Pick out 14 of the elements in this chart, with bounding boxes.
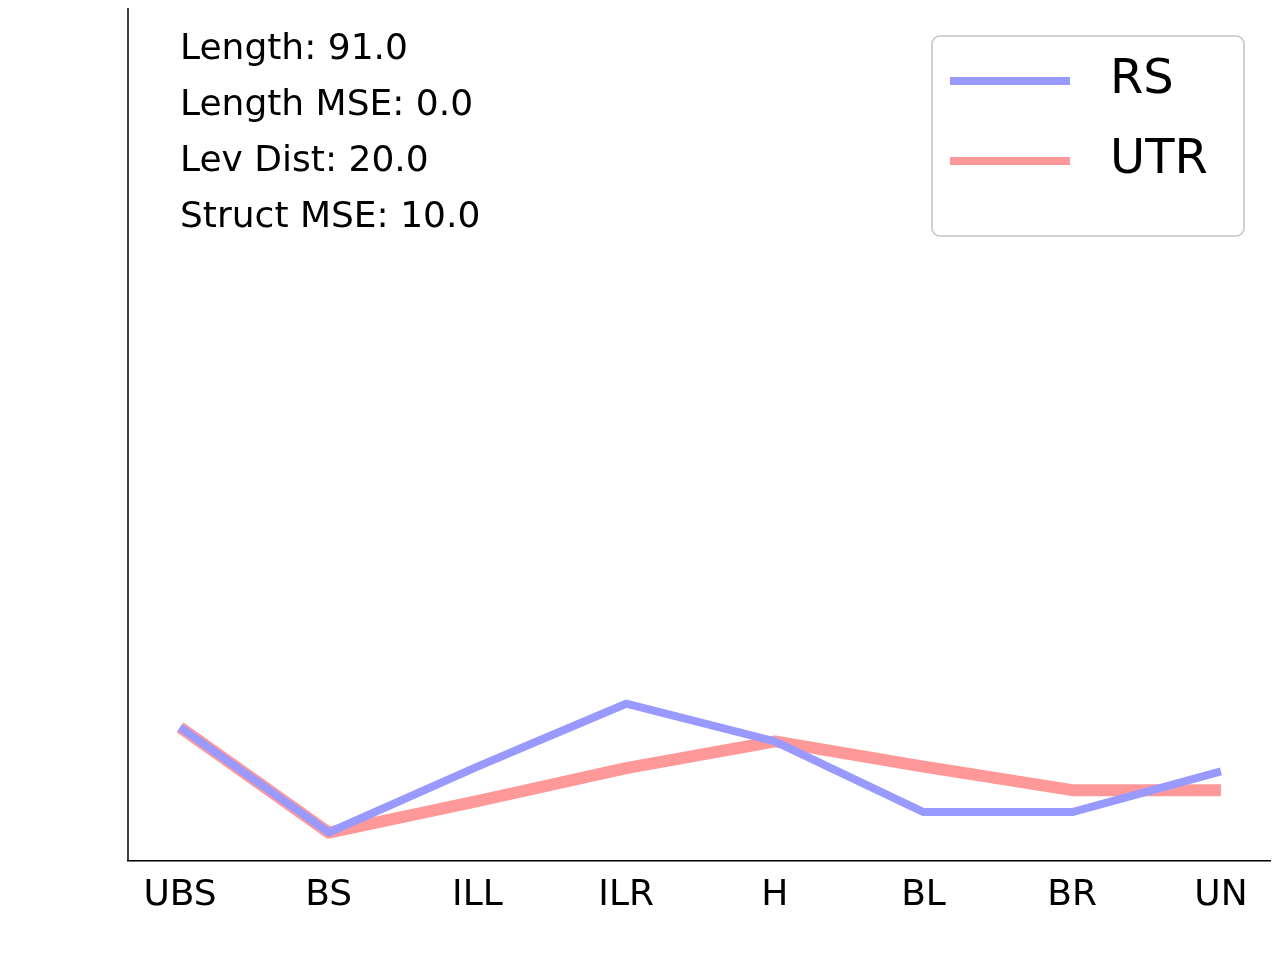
- x-tick-label: BR: [1047, 871, 1098, 913]
- legend-label: RS: [1110, 48, 1174, 105]
- text: Lev Dist: 20.0: [180, 138, 429, 180]
- x-tick-label: ILL: [452, 871, 503, 913]
- x-tick-label: UN: [1194, 871, 1248, 913]
- text: Length MSE: 0.0: [180, 82, 474, 124]
- text: Struct MSE: 10.0: [180, 194, 481, 236]
- x-tick-label: BL: [901, 871, 946, 913]
- x-tick-label: H: [761, 871, 789, 913]
- legend-label: UTR: [1110, 128, 1208, 185]
- x-tick-label: BS: [305, 871, 353, 913]
- x-tick-label: ILR: [598, 871, 654, 913]
- x-tick-label: UBS: [143, 871, 217, 913]
- text: Length: 91.0: [180, 26, 408, 68]
